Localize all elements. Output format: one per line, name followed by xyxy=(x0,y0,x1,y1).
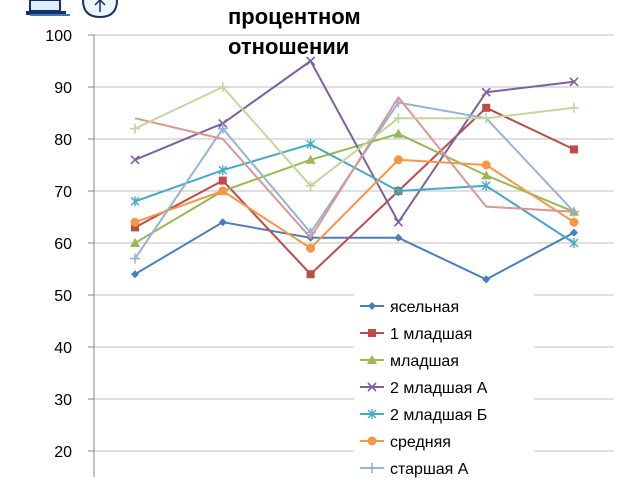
data-point-6-4 xyxy=(393,155,403,165)
data-point-9-6 xyxy=(569,102,579,113)
series-line-5 xyxy=(134,143,575,244)
data-point-5-1 xyxy=(130,196,140,207)
series-line-9 xyxy=(134,86,575,187)
data-point-5-2 xyxy=(218,165,228,176)
y-tick-label-90: 90 xyxy=(54,80,72,97)
data-point-6-1 xyxy=(130,217,140,227)
legend: ясельная 1 младшая младшая 2 младшая А 2 мла… xyxy=(354,290,534,480)
data-point-9-1 xyxy=(130,123,140,134)
data-point-6-5 xyxy=(481,160,491,170)
series-lines xyxy=(130,56,579,284)
data-point-4-6 xyxy=(569,77,579,87)
series-line-2 xyxy=(134,106,575,276)
y-tick-labels: 20 30 40 50 60 70 80 90 100 xyxy=(45,28,72,461)
data-point-7-1 xyxy=(130,253,140,264)
legend-marker-5 xyxy=(367,409,377,419)
legend-marker-2 xyxy=(368,329,376,337)
y-tick-label-100: 100 xyxy=(45,28,72,45)
legend-marker-3 xyxy=(367,355,377,364)
data-point-6-6 xyxy=(569,217,579,227)
series-line-4 xyxy=(134,60,575,224)
data-point-2-6 xyxy=(570,145,578,154)
data-point-6-2 xyxy=(218,186,228,196)
data-point-5-3 xyxy=(306,139,316,150)
chart-title-line-2: отношении xyxy=(228,34,350,59)
legend-marker-4 xyxy=(367,382,377,392)
data-point-2-2 xyxy=(218,176,227,185)
y-tick-label-30: 30 xyxy=(54,392,72,409)
series-line-8 xyxy=(134,96,575,239)
data-point-5-5 xyxy=(481,180,491,191)
data-point-9-5 xyxy=(481,113,492,124)
series-line-6 xyxy=(134,158,575,250)
data-point-9-2 xyxy=(217,82,228,92)
data-point-1-1 xyxy=(131,270,139,279)
data-point-3-4 xyxy=(393,128,404,138)
data-point-1-4 xyxy=(394,233,403,242)
legend-label-3: младшая xyxy=(390,353,459,370)
chart-title: процентном отношении xyxy=(228,2,488,62)
y-tick-label-80: 80 xyxy=(54,132,72,149)
data-point-3-1 xyxy=(130,238,140,247)
data-point-9-4 xyxy=(393,113,404,124)
data-point-2-5 xyxy=(482,103,491,112)
data-point-3-3 xyxy=(305,154,316,164)
axes xyxy=(88,34,95,477)
data-point-4-2 xyxy=(218,118,228,128)
chart-title-line-1: процентном xyxy=(228,4,361,29)
data-point-4-4 xyxy=(393,217,403,227)
legend-marker-6 xyxy=(367,436,377,446)
data-point-4-3 xyxy=(306,56,316,66)
data-point-1-2 xyxy=(218,218,227,227)
data-point-2-1 xyxy=(131,223,139,232)
legend-background xyxy=(354,290,534,480)
y-tick-label-60: 60 xyxy=(54,236,72,253)
series-line-3 xyxy=(134,132,575,244)
legend-label-1: ясельная xyxy=(390,299,459,316)
legend-label-5: 2 младшая Б xyxy=(390,407,487,424)
data-point-4-1 xyxy=(130,155,140,165)
data-point-6-3 xyxy=(306,243,316,253)
data-point-1-5 xyxy=(482,275,491,284)
legend-label-4: 2 младшая А xyxy=(390,380,488,397)
data-point-3-5 xyxy=(481,170,492,180)
legend-marker-1 xyxy=(368,302,376,310)
data-point-7-2 xyxy=(217,123,228,134)
y-tick-label-40: 40 xyxy=(54,340,72,357)
data-point-5-6 xyxy=(569,238,579,248)
y-tick-label-20: 20 xyxy=(54,444,72,461)
data-point-2-3 xyxy=(306,270,315,279)
y-tick-label-50: 50 xyxy=(54,288,72,305)
y-tick-label-70: 70 xyxy=(54,184,72,201)
data-point-9-3 xyxy=(305,180,316,191)
series-line-1 xyxy=(134,221,575,281)
logo-icon xyxy=(26,0,118,19)
data-point-5-4 xyxy=(393,186,403,196)
legend-label-2: 1 младшая xyxy=(390,326,472,343)
data-point-1-6 xyxy=(570,228,578,237)
legend-label-6: средняя xyxy=(390,434,451,451)
data-point-4-5 xyxy=(481,87,491,97)
legend-label-7: старшая А xyxy=(390,461,469,478)
legend-marker-7 xyxy=(367,463,377,473)
